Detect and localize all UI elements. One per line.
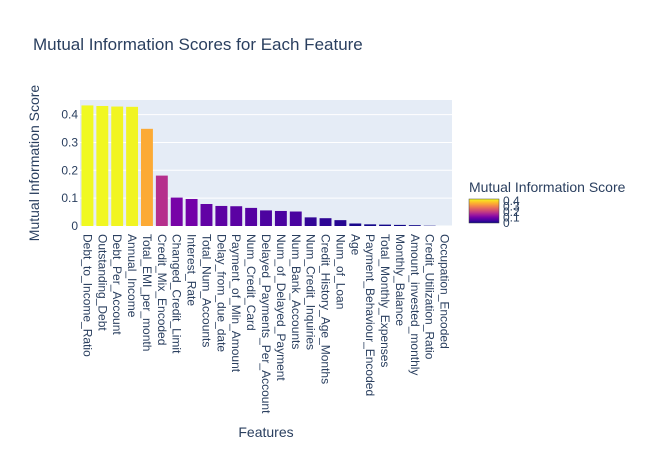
bar bbox=[408, 225, 421, 226]
bar bbox=[96, 105, 109, 226]
x-tick-label: Changed_Credit_Limit bbox=[170, 234, 184, 354]
x-tick-label: Delayed_Payments_Per_Account bbox=[259, 234, 273, 414]
y-tick-label: 0.2 bbox=[61, 163, 78, 177]
bar bbox=[245, 207, 258, 226]
y-tick-label: 0.3 bbox=[61, 135, 78, 149]
bar bbox=[111, 106, 124, 226]
x-tick-label: Num_Credit_Inquiries bbox=[304, 234, 318, 350]
bar bbox=[334, 220, 347, 226]
bar bbox=[260, 210, 272, 226]
bar bbox=[230, 206, 243, 226]
bar bbox=[155, 175, 168, 226]
bar bbox=[393, 224, 406, 226]
x-tick-label: Amount_invested_monthly bbox=[408, 234, 422, 375]
x-tick-label: Num_Bank_Accounts bbox=[289, 234, 303, 349]
bar bbox=[215, 205, 228, 226]
bar bbox=[379, 224, 391, 226]
chart-title: Mutual Information Scores for Each Featu… bbox=[33, 35, 363, 54]
bar bbox=[289, 211, 302, 226]
x-tick-label: Num_Credit_Card bbox=[244, 234, 258, 331]
y-tick-label: 0 bbox=[71, 219, 78, 233]
x-tick-label: Credit_History_Age_Months bbox=[319, 234, 333, 384]
x-axis-title: Features bbox=[238, 424, 293, 440]
x-tick-label: Occupation_Encoded bbox=[438, 234, 452, 349]
y-tick-label: 0.1 bbox=[61, 191, 78, 205]
x-tick-label: Payment_Behaviour_Encoded bbox=[363, 234, 377, 396]
colorbar-tick-label: 0 bbox=[503, 216, 510, 230]
colorbar-tick-label: 0.4 bbox=[503, 194, 520, 208]
x-tick-label: Age bbox=[348, 234, 362, 256]
bar bbox=[141, 128, 153, 226]
y-axis-ticks: 0 0.1 0.2 0.3 0.4 bbox=[61, 108, 78, 233]
x-tick-label: Total_Num_Accounts bbox=[199, 234, 213, 347]
bar bbox=[170, 197, 183, 226]
x-tick-label: Total_Monthly_Expenses bbox=[378, 234, 392, 367]
x-tick-label: Num_of_Delayed_Payment bbox=[274, 234, 288, 381]
colorbar-ticks: 00.10.20.30.4 bbox=[503, 194, 520, 230]
bar bbox=[200, 204, 213, 226]
x-tick-label: Credit_Mix_Encoded bbox=[155, 234, 169, 345]
bar bbox=[364, 224, 377, 226]
x-tick-label: Delay_from_due_date bbox=[214, 234, 228, 352]
x-tick-label: Payment_of_Min_Amount bbox=[229, 234, 243, 373]
bar bbox=[274, 210, 287, 226]
bar bbox=[349, 223, 362, 226]
colorbar bbox=[468, 198, 500, 224]
x-tick-label: Credit_Utilization_Ratio bbox=[423, 234, 437, 360]
x-tick-label: Num_of_Loan bbox=[333, 234, 347, 309]
x-tick-label: Debt_Per_Account bbox=[110, 234, 124, 335]
colorbar-title: Mutual Information Score bbox=[469, 179, 626, 195]
colorbar-tick-label: 0.1 bbox=[503, 210, 520, 224]
bar bbox=[185, 198, 198, 226]
x-tick-label: Monthly_Balance bbox=[393, 234, 407, 326]
bars bbox=[81, 105, 436, 226]
x-tick-label: Interest_Rate bbox=[185, 234, 199, 306]
x-tick-label: Total_EMI_per_month bbox=[140, 234, 154, 351]
bar bbox=[304, 217, 317, 226]
x-tick-label: Outstanding_Debt bbox=[95, 234, 109, 331]
x-tick-label: Annual_Income bbox=[125, 234, 139, 318]
y-tick-label: 0.4 bbox=[61, 108, 78, 122]
colorbar-tick-label: 0.3 bbox=[503, 199, 520, 213]
bar bbox=[126, 106, 139, 226]
x-tick-label: Debt_to_Income_Ratio bbox=[80, 234, 94, 357]
bar bbox=[81, 105, 94, 226]
y-axis-title: Mutual Information Score bbox=[26, 85, 42, 242]
x-axis-ticks: Debt_to_Income_Ratio Outstanding_Debt Debt… bbox=[80, 234, 451, 414]
bar bbox=[319, 218, 332, 226]
colorbar-tick-label: 0.2 bbox=[503, 205, 520, 219]
